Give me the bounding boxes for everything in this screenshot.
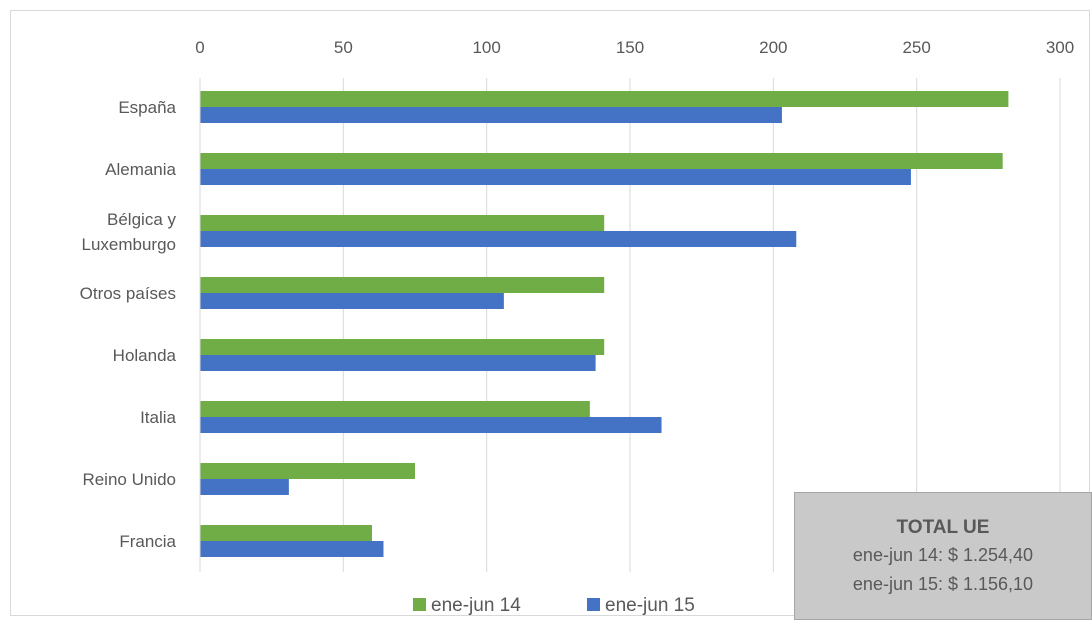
category-label-holanda: Holanda [113,346,177,365]
bar-reino-unido-ene-jun-14 [200,463,415,479]
total-ue-line-14: ene-jun 14: $ 1.254,40 [852,545,1034,565]
bar-holanda-ene-jun-15 [200,355,596,371]
bar-espana-ene-jun-14 [200,91,1009,107]
legend-label-ene-jun-14: ene-jun 14 [431,595,521,616]
legend-item-ene-jun-14: ene-jun 14 [413,595,521,616]
bar-otros-paises-ene-jun-14 [200,277,605,293]
category-labels: España Alemania Bélgica y Luxemburgo Otros p… [80,98,177,551]
bar-francia-ene-jun-15 [200,541,384,557]
x-tick-200: 200 [759,38,787,57]
bar-alemania-ene-jun-14 [200,153,1003,169]
category-label-alemania: Alemania [105,160,176,179]
category-label-reino-unido: Reino Unido [82,470,176,489]
category-label-belgica-y-luxemburgo: Bélgica y Luxemburgo [81,210,176,254]
x-tick-0: 0 [195,38,204,57]
bar-otros-paises-ene-jun-15 [200,293,504,309]
x-tick-50: 50 [334,38,353,57]
total-ue-line-15: ene-jun 15: $ 1.156,10 [852,574,1034,594]
bar-alemania-ene-jun-15 [200,169,911,185]
bar-reino-unido-ene-jun-15 [200,479,289,495]
bar-belgica-y-luxemburgo-ene-jun-14 [200,215,605,231]
x-axis-ticks: 0 50 100 150 200 250 300 [195,38,1074,57]
x-tick-300: 300 [1046,38,1074,57]
category-label-italia: Italia [140,408,176,427]
category-label-otros-paises: Otros países [80,284,176,303]
bar-espana-ene-jun-15 [200,107,782,123]
bar-belgica-y-luxemburgo-ene-jun-15 [200,231,797,247]
category-label-francia: Francia [119,532,176,551]
bar-italia-ene-jun-14 [200,401,590,417]
bars [200,91,1009,557]
legend-item-ene-jun-15: ene-jun 15 [587,595,695,616]
x-tick-250: 250 [902,38,930,57]
legend-swatch-ene-jun-15 [587,598,600,611]
bar-holanda-ene-jun-14 [200,339,605,355]
total-ue-box: TOTAL UE ene-jun 14: $ 1.254,40 ene-jun … [794,492,1092,620]
x-tick-100: 100 [472,38,500,57]
legend-swatch-ene-jun-14 [413,598,426,611]
total-ue-title: TOTAL UE [896,517,990,538]
legend-label-ene-jun-15: ene-jun 15 [605,595,695,616]
x-tick-150: 150 [616,38,644,57]
legend: ene-jun 14 ene-jun 15 [413,595,695,616]
bar-francia-ene-jun-14 [200,525,372,541]
category-label-espana: España [118,98,176,117]
bar-italia-ene-jun-15 [200,417,662,433]
